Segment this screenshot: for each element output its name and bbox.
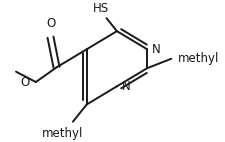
Text: O: O bbox=[20, 76, 30, 88]
Text: O: O bbox=[47, 17, 56, 30]
Text: methyl: methyl bbox=[178, 52, 220, 65]
Text: N: N bbox=[152, 43, 161, 56]
Text: HS: HS bbox=[93, 2, 109, 15]
Text: N: N bbox=[122, 80, 131, 93]
Text: methyl: methyl bbox=[42, 127, 83, 140]
